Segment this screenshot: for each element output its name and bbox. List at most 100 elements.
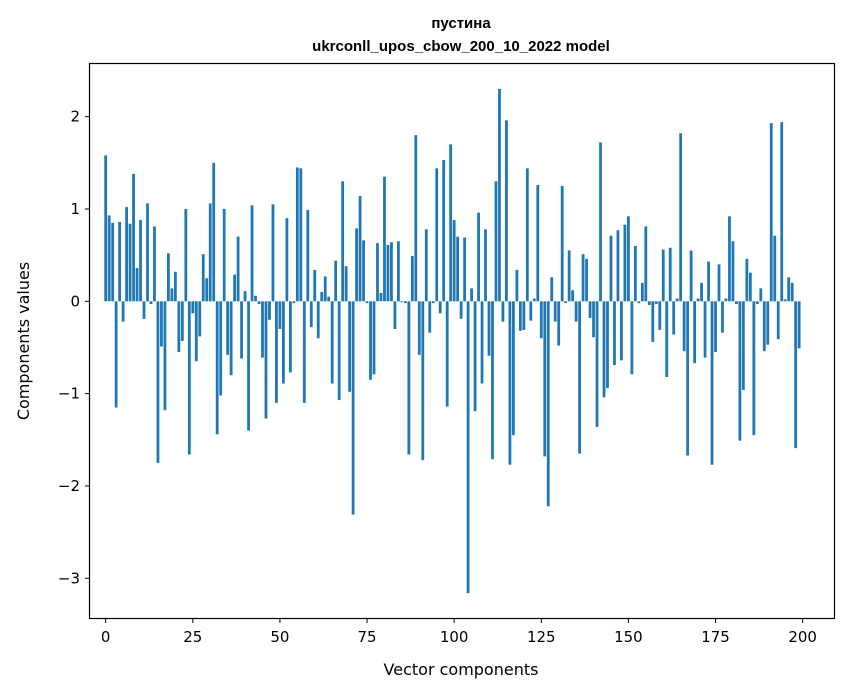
bar-67: [337, 301, 341, 401]
bar-53: [288, 301, 292, 373]
bar-51: [282, 301, 285, 384]
bar-36: [229, 301, 233, 376]
bar-178: [724, 298, 728, 302]
bar-39: [240, 301, 243, 359]
bar-22: [180, 301, 184, 341]
bar-196: [787, 277, 791, 302]
bar-100: [452, 220, 456, 302]
bar-50: [278, 301, 282, 329]
bar-49: [275, 301, 278, 403]
bar-181: [735, 301, 738, 305]
bar-115: [505, 120, 508, 302]
bar-133: [567, 250, 571, 302]
bar-68: [341, 181, 345, 302]
bar-70: [348, 301, 352, 392]
bar-47: [268, 301, 271, 320]
bar-144: [606, 301, 609, 389]
bar-121: [525, 168, 529, 302]
bar-169: [693, 301, 697, 364]
bar-8: [132, 173, 135, 302]
bar-72: [355, 228, 358, 302]
bar-138: [585, 258, 588, 302]
bar-17: [163, 301, 167, 411]
bar-198: [794, 301, 798, 449]
bar-172: [703, 301, 707, 358]
bar-188: [759, 288, 763, 302]
bar-155: [644, 226, 648, 302]
bar-44: [257, 301, 261, 305]
bar-1: [107, 215, 111, 302]
bar-98: [445, 301, 449, 407]
y-tick-label: 2: [70, 108, 80, 126]
bar-149: [623, 224, 627, 302]
bar-114: [501, 301, 505, 322]
bar-66: [334, 260, 338, 302]
bar-80: [383, 176, 386, 302]
bar-62: [320, 292, 324, 302]
bar-20: [173, 271, 177, 302]
bar-33: [219, 301, 223, 396]
bar-175: [714, 301, 717, 353]
bar-185: [748, 272, 752, 302]
bar-125: [539, 301, 543, 339]
bar-104: [466, 301, 470, 594]
x-tick-label: 0: [101, 628, 111, 646]
bar-52: [285, 218, 289, 302]
bar-101: [456, 236, 460, 302]
bar-38: [236, 236, 240, 302]
bar-97: [442, 160, 446, 302]
bar-5: [121, 301, 125, 322]
bar-157: [651, 301, 655, 342]
chart-subtitle: ukrconll_upos_cbow_200_10_2022 model: [312, 38, 610, 55]
bar-173: [707, 261, 710, 302]
bar-24: [187, 301, 191, 455]
bar-186: [752, 301, 756, 436]
x-axis-label: Vector components: [384, 660, 539, 679]
bar-164: [675, 298, 679, 302]
bar-171: [700, 282, 703, 302]
bar-18: [167, 253, 170, 302]
x-tick-label: 125: [527, 628, 556, 646]
bar-168: [689, 250, 693, 302]
bar-96: [438, 301, 442, 314]
bar-183: [742, 301, 745, 390]
bar-158: [654, 301, 658, 305]
bar-190: [766, 301, 770, 345]
bar-180: [731, 241, 735, 302]
bar-123: [532, 298, 536, 302]
bar-99: [449, 144, 453, 302]
bar-83: [393, 301, 397, 329]
bar-118: [515, 269, 519, 302]
bar-148: [620, 301, 623, 361]
bar-59: [309, 301, 313, 328]
bar-41: [247, 301, 250, 431]
bar-87: [407, 301, 411, 455]
bar-81: [386, 244, 390, 302]
bar-193: [776, 301, 780, 340]
bar-199: [797, 301, 801, 349]
bar-60: [313, 269, 317, 302]
bar-122: [529, 301, 533, 321]
bar-192: [773, 235, 777, 302]
bar-11: [142, 301, 146, 319]
bar-56: [299, 168, 303, 302]
bar-195: [783, 299, 787, 302]
bar-129: [553, 301, 557, 322]
x-tick-label: 150: [614, 628, 643, 646]
bar-84: [397, 241, 400, 302]
bar-95: [435, 168, 439, 302]
bar-29: [205, 278, 209, 302]
bar-55: [295, 167, 299, 302]
bar-76: [369, 301, 372, 380]
x-tick-label: 50: [270, 628, 289, 646]
bar-161: [665, 301, 669, 378]
y-axis-ticks: −3 −2 −1 0 1 2: [58, 108, 90, 587]
bar-124: [536, 184, 540, 302]
bar-75: [365, 301, 369, 304]
bar-45: [261, 301, 264, 358]
bar-143: [602, 301, 606, 398]
bar-102: [459, 301, 463, 319]
bar-113: [498, 88, 501, 302]
bar-140: [592, 301, 595, 338]
